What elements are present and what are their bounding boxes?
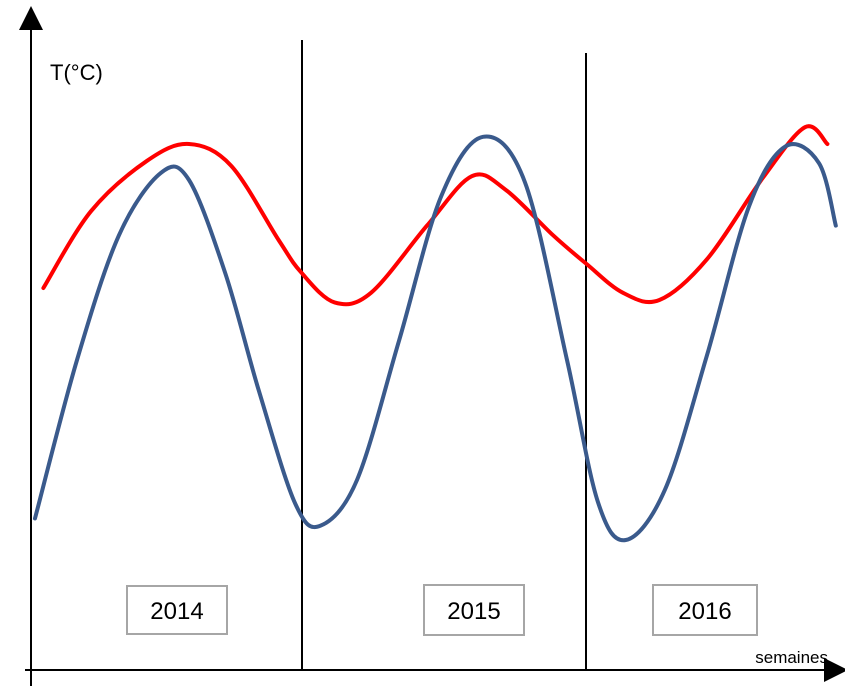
series-line-red <box>41 124 830 307</box>
x-axis-label: semaines <box>755 648 828 667</box>
period-text-2016: 2016 <box>678 598 731 625</box>
period-label-2016: 2016 <box>652 584 758 636</box>
period-box-2015 <box>423 584 525 636</box>
y-axis-label: T(°C) <box>50 60 103 85</box>
series-line-blue <box>33 134 838 543</box>
period-box-2014 <box>126 585 228 635</box>
period-label-2014: 2014 <box>126 585 228 635</box>
period-label-2015: 2015 <box>423 584 525 636</box>
period-text-2015: 2015 <box>447 598 500 625</box>
period-text-2014: 2014 <box>150 598 203 625</box>
period-box-2016 <box>652 584 758 636</box>
